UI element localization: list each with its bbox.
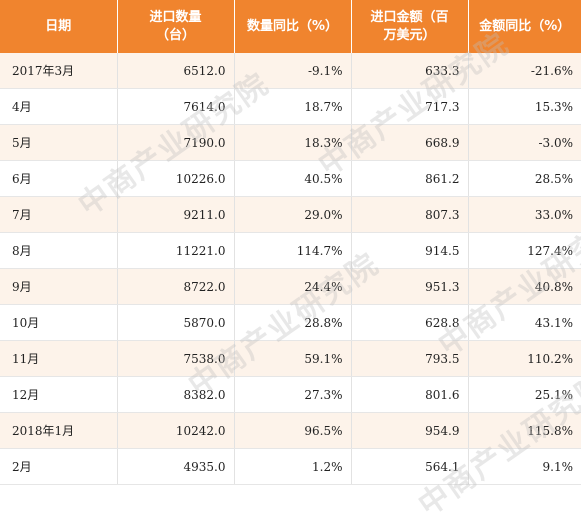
cell-quantity: 8382.0	[117, 376, 235, 413]
cell-quantity: 8722.0	[117, 268, 235, 305]
cell-date: 2月	[0, 448, 118, 485]
cell-quantity-yoy: 114.7%	[234, 232, 352, 269]
table-row: 2月 4935.0 1.2% 564.1 9.1%	[0, 448, 581, 485]
cell-amount-yoy: 9.1%	[468, 448, 581, 485]
cell-amount: 801.6	[351, 376, 469, 413]
cell-amount-yoy: 40.8%	[468, 268, 581, 305]
cell-amount-yoy: 33.0%	[468, 196, 581, 233]
cell-quantity: 7190.0	[117, 124, 235, 161]
table-row: 11月 7538.0 59.1% 793.5 110.2%	[0, 340, 581, 377]
table-row: 8月 11221.0 114.7% 914.5 127.4%	[0, 232, 581, 269]
cell-quantity: 9211.0	[117, 196, 235, 233]
table-row: 12月 8382.0 27.3% 801.6 25.1%	[0, 376, 581, 413]
cell-amount: 628.8	[351, 304, 469, 341]
cell-amount: 914.5	[351, 232, 469, 269]
cell-date: 8月	[0, 232, 118, 269]
header-quantity-yoy: 数量同比（%）	[234, 0, 352, 53]
cell-quantity: 6512.0	[117, 53, 235, 89]
cell-amount-yoy: 25.1%	[468, 376, 581, 413]
cell-date: 5月	[0, 124, 118, 161]
cell-amount: 633.3	[351, 53, 469, 89]
cell-date: 4月	[0, 88, 118, 125]
cell-quantity: 11221.0	[117, 232, 235, 269]
cell-date: 7月	[0, 196, 118, 233]
table-row: 2018年1月 10242.0 96.5% 954.9 115.8%	[0, 412, 581, 449]
cell-amount: 954.9	[351, 412, 469, 449]
cell-quantity-yoy: 18.7%	[234, 88, 352, 125]
cell-amount: 564.1	[351, 448, 469, 485]
header-quantity: 进口数量 （台）	[117, 0, 235, 53]
cell-amount-yoy: 115.8%	[468, 412, 581, 449]
cell-date: 11月	[0, 340, 118, 377]
cell-date: 2017年3月	[0, 53, 118, 89]
cell-amount: 951.3	[351, 268, 469, 305]
cell-amount: 861.2	[351, 160, 469, 197]
table-row: 10月 5870.0 28.8% 628.8 43.1%	[0, 304, 581, 341]
table-row: 7月 9211.0 29.0% 807.3 33.0%	[0, 196, 581, 233]
cell-date: 6月	[0, 160, 118, 197]
cell-quantity: 10242.0	[117, 412, 235, 449]
table-row: 4月 7614.0 18.7% 717.3 15.3%	[0, 88, 581, 125]
cell-quantity-yoy: 40.5%	[234, 160, 352, 197]
header-amount: 进口金额（百 万美元）	[351, 0, 469, 53]
cell-date: 2018年1月	[0, 412, 118, 449]
header-amount-yoy: 金额同比（%）	[468, 0, 581, 53]
cell-quantity-yoy: -9.1%	[234, 53, 352, 89]
cell-amount: 807.3	[351, 196, 469, 233]
cell-amount-yoy: 127.4%	[468, 232, 581, 269]
cell-quantity-yoy: 1.2%	[234, 448, 352, 485]
cell-quantity-yoy: 96.5%	[234, 412, 352, 449]
cell-quantity: 10226.0	[117, 160, 235, 197]
cell-quantity-yoy: 24.4%	[234, 268, 352, 305]
cell-amount-yoy: -3.0%	[468, 124, 581, 161]
cell-date: 12月	[0, 376, 118, 413]
cell-amount-yoy: 15.3%	[468, 88, 581, 125]
cell-amount-yoy: 28.5%	[468, 160, 581, 197]
table-row: 6月 10226.0 40.5% 861.2 28.5%	[0, 160, 581, 197]
cell-quantity-yoy: 28.8%	[234, 304, 352, 341]
cell-quantity: 7614.0	[117, 88, 235, 125]
cell-amount: 668.9	[351, 124, 469, 161]
cell-date: 9月	[0, 268, 118, 305]
cell-quantity-yoy: 27.3%	[234, 376, 352, 413]
table-row: 2017年3月 6512.0 -9.1% 633.3 -21.6%	[0, 53, 581, 89]
table-row: 9月 8722.0 24.4% 951.3 40.8%	[0, 268, 581, 305]
cell-quantity-yoy: 29.0%	[234, 196, 352, 233]
cell-amount: 793.5	[351, 340, 469, 377]
cell-amount-yoy: 43.1%	[468, 304, 581, 341]
cell-amount-yoy: 110.2%	[468, 340, 581, 377]
header-date: 日期	[0, 0, 118, 53]
table-header-row: 日期 进口数量 （台） 数量同比（%） 进口金额（百 万美元） 金额同比（%）	[0, 0, 581, 53]
cell-amount: 717.3	[351, 88, 469, 125]
cell-quantity-yoy: 59.1%	[234, 340, 352, 377]
cell-quantity: 5870.0	[117, 304, 235, 341]
cell-amount-yoy: -21.6%	[468, 53, 581, 89]
import-data-table: 日期 进口数量 （台） 数量同比（%） 进口金额（百 万美元） 金额同比（%） 20…	[0, 0, 581, 485]
cell-quantity: 7538.0	[117, 340, 235, 377]
cell-quantity: 4935.0	[117, 448, 235, 485]
cell-quantity-yoy: 18.3%	[234, 124, 352, 161]
cell-date: 10月	[0, 304, 118, 341]
table-row: 5月 7190.0 18.3% 668.9 -3.0%	[0, 124, 581, 161]
